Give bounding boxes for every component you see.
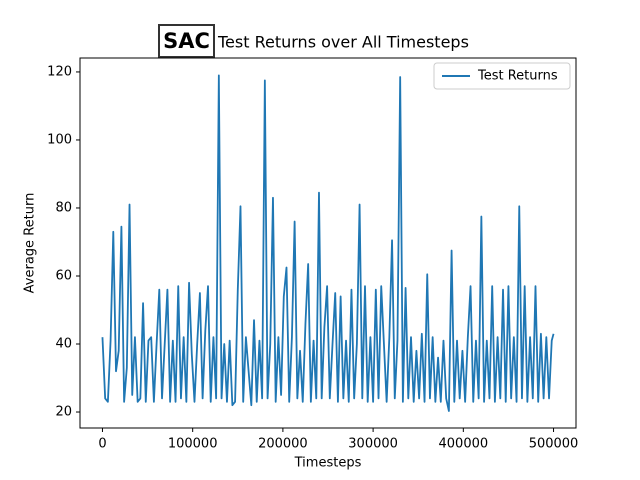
x-axis-label: Timesteps (294, 456, 362, 471)
y-tick-label: 40 (55, 337, 72, 352)
legend-box (433, 62, 571, 90)
y-tick-label: 60 (55, 268, 72, 283)
x-tick-label: 400000 (439, 437, 489, 452)
x-tick-label: 200000 (258, 437, 308, 452)
y-tick-label: 120 (47, 64, 72, 79)
data-line (101, 74, 555, 412)
y-tick-label: 100 (47, 132, 72, 147)
chart-title: Test Returns over All Timesteps (217, 33, 469, 52)
y-tick-label: 20 (55, 405, 72, 420)
x-tick-label: 500000 (529, 437, 579, 452)
x-tick-label: 300000 (348, 437, 398, 452)
badge-box (158, 24, 215, 58)
legend-label: Test Returns (477, 69, 558, 84)
axes-frame (79, 57, 577, 429)
y-tick-label: 80 (55, 200, 72, 215)
y-axis-label: Average Return (23, 193, 38, 294)
x-tick-label: 0 (98, 437, 106, 452)
x-tick-label: 100000 (168, 437, 218, 452)
badge: SAC (163, 29, 210, 53)
